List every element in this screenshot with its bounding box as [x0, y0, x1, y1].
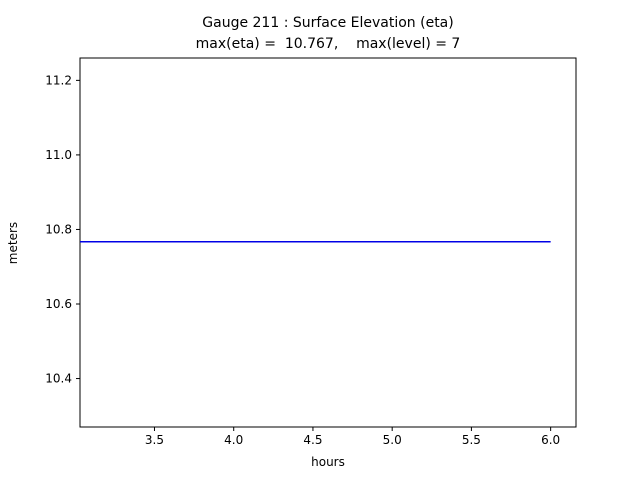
y-tick-label: 11.0 [45, 148, 72, 162]
y-tick-label: 11.2 [45, 73, 72, 87]
x-tick-label: 3.5 [145, 433, 164, 447]
chart-title: Gauge 211 : Surface Elevation (eta) [202, 15, 454, 31]
x-tick-label: 4.5 [303, 433, 322, 447]
x-tick-label: 6.0 [541, 433, 560, 447]
y-tick-label: 10.6 [45, 297, 72, 311]
chart-subtitle: max(eta) = 10.767, max(level) = 7 [195, 36, 461, 52]
y-tick-label: 10.8 [45, 222, 72, 236]
x-tick-label: 4.0 [224, 433, 243, 447]
x-axis-label: hours [311, 455, 345, 469]
x-tick-label: 5.0 [383, 433, 402, 447]
y-axis-label: meters [6, 221, 20, 265]
y-tick-label: 10.4 [45, 372, 72, 386]
title-block: Gauge 211 : Surface Elevation (eta) max(… [80, 13, 576, 55]
x-tick-label: 5.5 [462, 433, 481, 447]
